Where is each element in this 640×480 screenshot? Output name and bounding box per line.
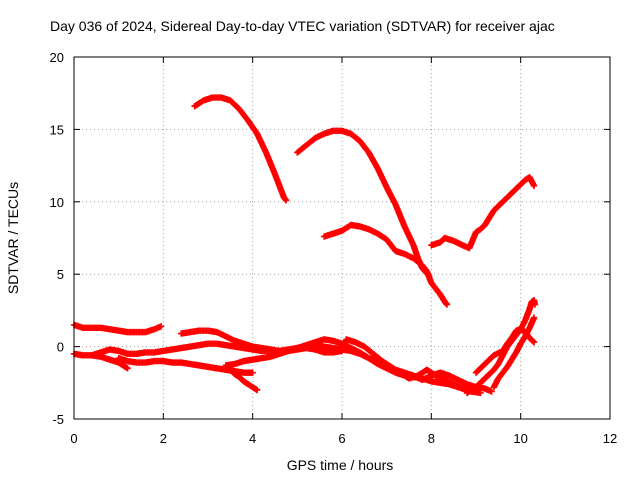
series-arc-low-2 — [178, 327, 480, 394]
y-tick-label: 15 — [50, 122, 64, 137]
data-point — [488, 388, 495, 395]
x-tick-label: 0 — [70, 431, 77, 446]
series-arc-end-1 — [463, 297, 539, 397]
series-arc-high-2 — [294, 127, 433, 279]
data-point — [157, 323, 165, 330]
data-point — [253, 386, 261, 394]
y-tick-label: 20 — [50, 50, 64, 65]
series-arc-low-6 — [222, 336, 484, 397]
gridlines — [74, 57, 610, 419]
data-point — [530, 314, 538, 321]
data-point — [443, 301, 451, 308]
y-tick-label: 10 — [50, 195, 64, 210]
y-tick-label: -5 — [52, 412, 64, 427]
x-tick-label: 8 — [428, 431, 435, 446]
series-arc-low-7 — [227, 366, 261, 394]
x-axis-label: GPS time / hours — [287, 457, 394, 473]
x-tick-label: 4 — [249, 431, 256, 446]
x-tick-label: 6 — [338, 431, 345, 446]
series-arc-mid — [320, 221, 451, 308]
data-point — [282, 197, 290, 204]
y-tick-label: 5 — [57, 267, 64, 282]
series-arc-rising — [428, 173, 538, 252]
data-points — [70, 94, 539, 397]
x-tick-label: 12 — [603, 431, 617, 446]
series-arc-low-1 — [70, 321, 165, 336]
data-point — [477, 389, 484, 397]
x-tick-label: 10 — [513, 431, 527, 446]
data-point — [530, 339, 538, 346]
data-point — [531, 301, 539, 308]
data-point — [124, 365, 131, 372]
series-arc-end-3 — [490, 314, 538, 391]
axis-ticks: 0 2 4 6 8 10 12 -5 0 5 10 15 20 — [50, 50, 618, 446]
chart-title: Day 036 of 2024, Sidereal Day-to-day VTE… — [50, 18, 555, 34]
y-axis-label: SDTVAR / TECUs — [5, 182, 21, 294]
series-arc-high-1 — [191, 94, 290, 204]
data-point — [249, 369, 256, 376]
y-tick-label: 0 — [57, 340, 64, 355]
data-point — [530, 182, 538, 190]
data-point — [529, 338, 537, 345]
x-tick-label: 2 — [160, 431, 167, 446]
